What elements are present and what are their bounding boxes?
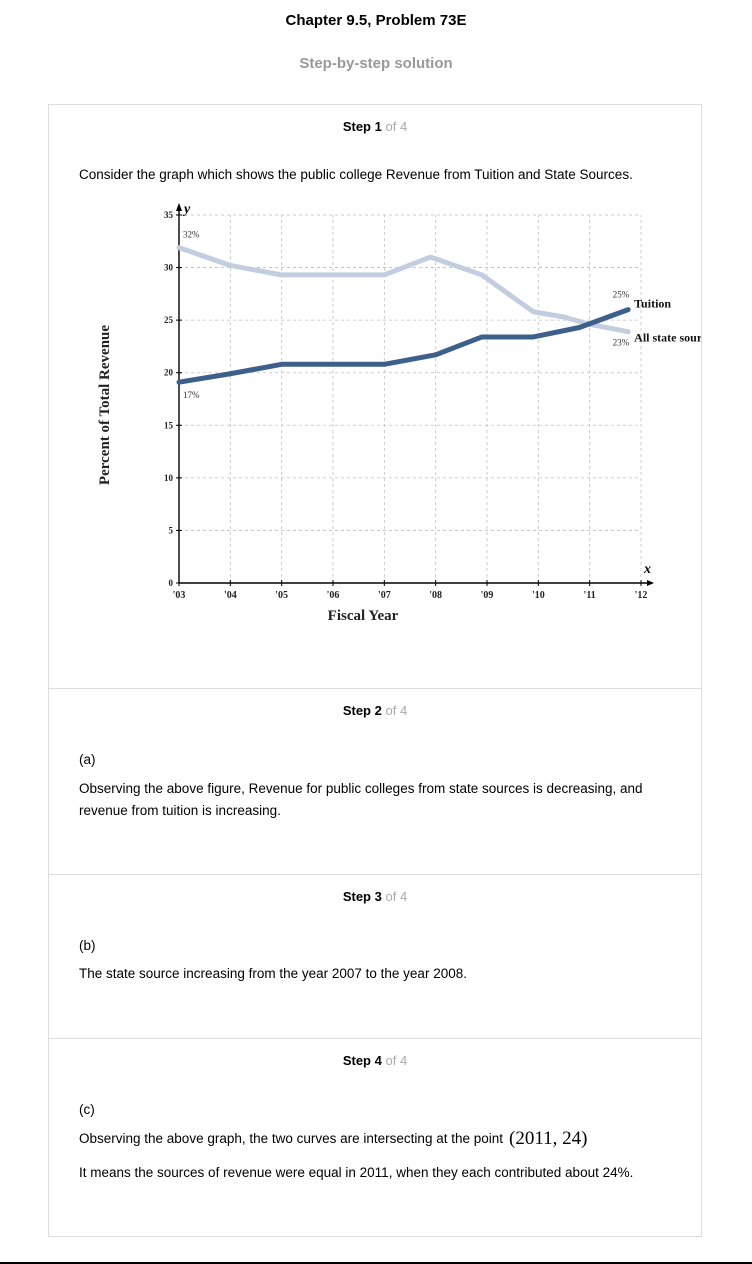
step-2-heading: Step 2 of 4	[49, 703, 701, 718]
chart-series	[176, 245, 631, 385]
step-number: 3	[374, 889, 382, 904]
page-bottom-rule	[0, 1262, 752, 1264]
state-sources-line	[176, 245, 631, 335]
x-tick-label: '12	[635, 590, 648, 601]
step-4-conclusion: It means the sources of revenue were equ…	[79, 1165, 634, 1180]
percent-annotation: 23%	[613, 338, 630, 348]
x-tick-label: '09	[481, 590, 494, 601]
x-tick-label: '10	[532, 590, 545, 601]
y-tick-label: 10	[164, 473, 174, 483]
page-title: Chapter 9.5, Problem 73E	[285, 12, 467, 29]
step-4-heading: Step 4 of 4	[49, 1053, 701, 1068]
step-of-total: of 4	[385, 119, 408, 134]
step-label: Step	[342, 119, 371, 134]
y-tick-label: 5	[169, 525, 174, 535]
x-tick-label: '11	[584, 590, 596, 601]
x-tick-label: '03	[173, 590, 186, 601]
step-4-sentence: Observing the above graph, the two curve…	[79, 1131, 503, 1146]
step-label: Step	[342, 703, 371, 718]
x-axis-letter: x	[643, 562, 651, 577]
y-axis-letter: y	[182, 202, 191, 217]
step-4-text: Observing the above graph, the two curve…	[79, 1128, 587, 1150]
step-1-panel: Step 1 of 4 Consider the graph which sho…	[48, 104, 702, 689]
step-number: 4	[374, 1053, 382, 1068]
step-3-panel: Step 3 of 4 (b) The state source increas…	[48, 875, 702, 1039]
step-1-text: Consider the graph which shows the publi…	[79, 167, 633, 182]
x-axis-title: Fiscal Year	[328, 608, 399, 624]
y-tick-label: 20	[164, 368, 174, 378]
step-number: 1	[374, 119, 382, 134]
percent-annotation: 17%	[183, 390, 200, 400]
step-3-heading: Step 3 of 4	[49, 889, 701, 904]
chart-axes	[176, 203, 654, 586]
step-label: Step	[342, 1053, 371, 1068]
y-tick-label: 35	[164, 210, 174, 220]
y-tick-label: 0	[169, 578, 174, 588]
x-tick-label: '06	[327, 590, 340, 601]
tuition-line	[176, 307, 631, 385]
y-axis-arrow	[176, 203, 182, 211]
step-4-part: (c)	[79, 1102, 95, 1117]
x-tick-label: '07	[378, 590, 391, 601]
step-2-part: (a)	[79, 752, 96, 767]
step-of-total: of 4	[385, 889, 408, 904]
x-tick-label: '04	[224, 590, 237, 601]
tuition-legend-label: Tuition	[634, 297, 671, 311]
step-4-panel: Step 4 of 4 (c) Observing the above grap…	[48, 1039, 702, 1237]
x-axis-arrow	[647, 580, 654, 586]
y-tick-label: 25	[164, 315, 174, 325]
x-tick-label: '08	[429, 590, 442, 601]
step-3-part: (b)	[79, 938, 96, 953]
intersection-point: (2011, 24)	[509, 1128, 588, 1149]
revenue-chart: '03 '04 '05 '06 '07 '08 '09 '10 '11 '12 0 5 10 15 20 25…	[97, 202, 701, 624]
y-tick-label: 30	[164, 263, 174, 273]
step-of-total: of 4	[385, 703, 408, 718]
step-of-total: of 4	[385, 1053, 408, 1068]
chart-labels: '03 '04 '05 '06 '07 '08 '09 '10 '11 '12 0 5 10 15 20 25…	[97, 202, 701, 624]
step-2-panel: Step 2 of 4 (a) Observing the above figu…	[48, 689, 702, 875]
step-3-text: The state source increasing from the yea…	[79, 966, 467, 981]
percent-annotation: 25%	[613, 290, 630, 300]
x-tick-label: '05	[275, 590, 288, 601]
percent-annotation: 32%	[183, 230, 200, 240]
y-tick-label: 15	[164, 420, 174, 430]
state-sources-legend-label: All state sources	[634, 331, 701, 345]
step-label: Step	[342, 889, 371, 904]
page-subtitle: Step-by-step solution	[299, 55, 453, 72]
y-axis-title: Percent of Total Revenue	[97, 325, 113, 485]
step-number: 2	[374, 703, 382, 718]
step-2-text: Observing the above figure, Revenue for …	[79, 781, 643, 818]
step-1-heading: Step 1 of 4	[49, 119, 701, 134]
